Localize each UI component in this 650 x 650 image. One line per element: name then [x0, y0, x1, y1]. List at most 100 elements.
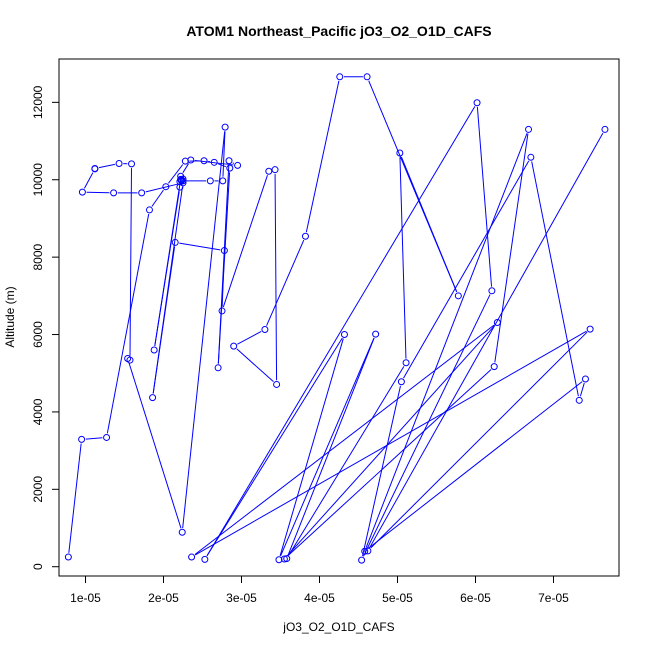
series-segment — [83, 172, 94, 189]
y-tick-label: 2000 — [31, 476, 45, 503]
series-segment — [206, 337, 343, 557]
x-tick-label: 5e-05 — [382, 591, 413, 605]
data-point — [397, 378, 405, 386]
series-segment — [287, 369, 492, 557]
series-segment — [305, 80, 340, 233]
data-point — [575, 396, 583, 404]
data-point — [527, 153, 535, 161]
series-segment — [182, 131, 226, 529]
y-axis: 0 2000 4000 6000 8000 10000 12000 — [31, 85, 60, 570]
y-axis-label: Altitude (m) — [3, 286, 17, 347]
y-tick-label: 10000 — [31, 163, 45, 197]
series-segment — [369, 132, 604, 548]
data-point — [145, 206, 153, 214]
data-point — [91, 165, 99, 173]
series-segment — [206, 106, 476, 557]
data-point — [177, 177, 185, 185]
series-segment — [286, 325, 495, 557]
data-point — [110, 189, 118, 197]
data-point — [340, 331, 348, 339]
series-segment — [494, 133, 529, 363]
data-point — [363, 73, 371, 81]
y-tick-label: 8000 — [31, 243, 45, 270]
data-point — [261, 325, 269, 333]
series-segment — [237, 331, 262, 345]
data-point — [271, 166, 279, 174]
data-point — [64, 553, 72, 561]
series-segment — [68, 443, 82, 553]
series-segment — [194, 330, 587, 556]
chart-title: ATOM1 Northeast_Pacific jO3_O2_O1D_CAFS — [186, 23, 491, 39]
x-tick-label: 6e-05 — [460, 591, 491, 605]
series-segment — [151, 189, 164, 207]
series-segment — [145, 183, 180, 193]
data-point — [206, 177, 214, 185]
series-segment — [399, 157, 407, 359]
series-segment — [279, 338, 344, 556]
series-segment — [400, 156, 458, 293]
series-segment — [232, 162, 235, 164]
data-point — [358, 556, 366, 564]
data-point — [473, 99, 481, 107]
data-point — [225, 157, 233, 165]
data-point — [138, 189, 146, 197]
x-tick-label: 2e-05 — [148, 591, 179, 605]
series-segment — [86, 191, 110, 194]
data-point — [301, 232, 309, 240]
y-tick-label: 12000 — [31, 85, 45, 119]
series-segment — [222, 131, 226, 177]
x-tick-label: 1e-05 — [70, 591, 101, 605]
data-point — [188, 553, 196, 561]
data-point — [103, 433, 111, 441]
series-segment — [221, 254, 225, 307]
data-point — [126, 356, 134, 364]
series-segment — [370, 331, 588, 549]
data-point — [230, 342, 238, 350]
data-point — [601, 125, 609, 133]
series-segment — [152, 246, 176, 394]
series-segment — [85, 437, 103, 440]
series-segment — [98, 163, 116, 169]
data-point — [372, 330, 380, 338]
data-point — [234, 161, 242, 169]
data-point — [364, 547, 372, 555]
data-point — [115, 159, 123, 167]
series-segment — [531, 161, 579, 397]
data-point — [454, 292, 462, 300]
series-segment — [365, 133, 528, 548]
data-point — [283, 555, 291, 563]
data-point — [171, 238, 179, 246]
data-point — [149, 394, 157, 402]
series-layer — [64, 73, 609, 564]
data-point — [179, 175, 187, 183]
series-segment — [274, 173, 278, 381]
series-segment — [168, 164, 184, 184]
data-point — [162, 183, 170, 191]
data-point — [581, 375, 589, 383]
data-point — [586, 325, 594, 333]
data-point — [179, 179, 187, 187]
x-tick-label: 7e-05 — [538, 591, 569, 605]
data-point — [265, 167, 273, 175]
data-point — [218, 307, 226, 315]
data-point — [214, 364, 222, 372]
x-axis: 1e-05 2e-05 3e-05 4e-05 5e-05 6e-05 7e-05 — [70, 575, 569, 605]
data-point — [200, 157, 208, 165]
y-tick-label: 4000 — [31, 398, 45, 425]
series-segment — [182, 163, 190, 173]
series-segment — [579, 382, 585, 397]
data-point — [150, 346, 158, 354]
series-segment — [403, 160, 530, 379]
x-tick-label: 4e-05 — [304, 591, 335, 605]
series-segment — [217, 163, 227, 168]
data-point — [219, 177, 227, 185]
series-segment — [179, 242, 221, 251]
series-segment — [236, 348, 274, 383]
series-segment — [106, 213, 150, 434]
data-point — [221, 123, 229, 131]
series-segment — [476, 106, 493, 287]
data-point — [78, 188, 86, 196]
data-point — [226, 164, 234, 172]
data-point — [336, 73, 344, 81]
